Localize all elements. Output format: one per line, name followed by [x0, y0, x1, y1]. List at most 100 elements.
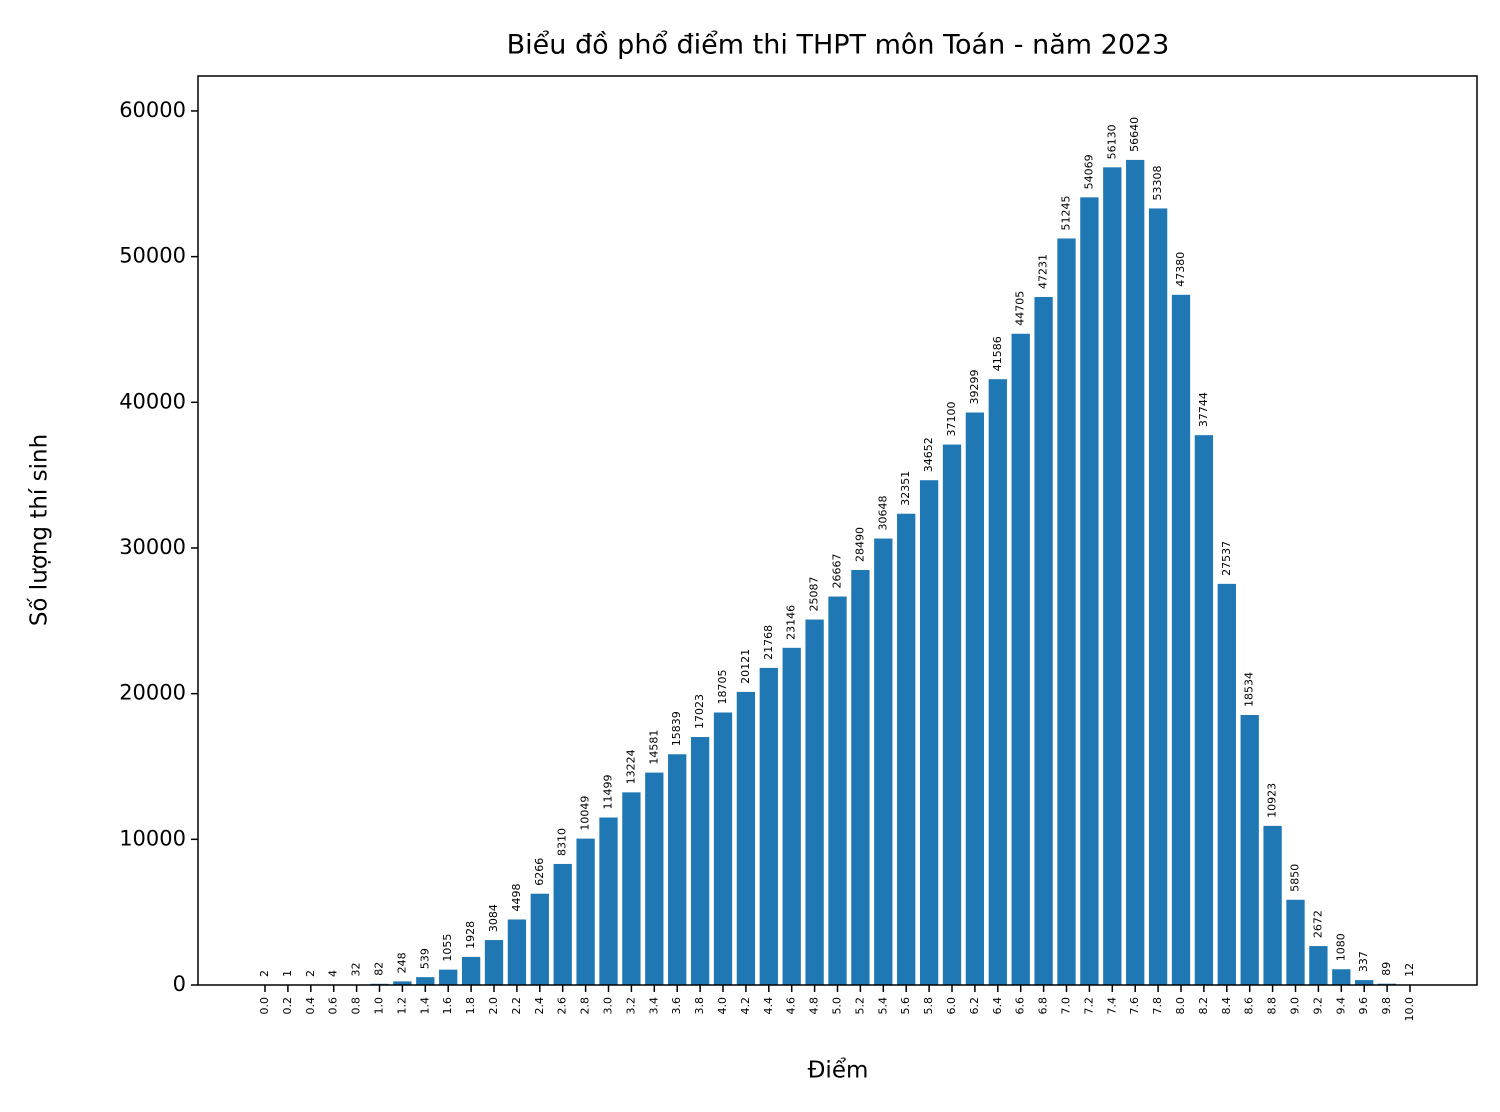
data-label: 14581	[647, 730, 660, 765]
data-label: 18705	[716, 670, 729, 705]
data-label: 53308	[1151, 165, 1164, 200]
x-tick-label: 5.4	[876, 997, 889, 1015]
data-label: 27537	[1220, 541, 1233, 576]
bar	[1103, 167, 1122, 985]
x-tick-label: 2.6	[556, 997, 569, 1015]
data-label: 17023	[693, 694, 706, 729]
bar	[1309, 946, 1328, 985]
bar	[416, 977, 435, 985]
data-label: 4	[327, 970, 340, 977]
data-label: 47380	[1174, 252, 1187, 287]
data-label: 3084	[487, 904, 500, 932]
bar	[1126, 159, 1145, 985]
y-tick-label: 30000	[119, 535, 186, 559]
data-label: 30648	[876, 496, 889, 531]
x-tick-label: 6.4	[991, 997, 1004, 1015]
x-tick-label: 1.0	[373, 997, 386, 1015]
bar	[736, 691, 756, 985]
x-tick-label: 8.8	[1266, 997, 1279, 1015]
bar	[782, 647, 801, 985]
x-axis-label: Điểm	[808, 1058, 869, 1084]
bar	[1148, 208, 1168, 985]
y-tick-label: 40000	[119, 389, 186, 413]
x-tick-label: 2.0	[487, 997, 500, 1015]
bar	[965, 412, 985, 985]
data-label: 1055	[441, 934, 454, 962]
data-label: 23146	[785, 605, 798, 640]
x-tick-label: 7.2	[1082, 997, 1095, 1015]
x-tick-label: 1.6	[441, 997, 454, 1015]
bar	[484, 940, 504, 985]
data-label: 32	[350, 963, 363, 977]
bar	[553, 863, 572, 985]
y-tick-label: 10000	[119, 826, 186, 850]
x-tick-label: 2.8	[579, 997, 592, 1015]
x-tick-label: 5.6	[899, 997, 912, 1015]
bar	[1332, 969, 1351, 985]
data-label: 37100	[945, 402, 958, 437]
x-tick-label: 3.6	[670, 997, 683, 1015]
data-label: 26667	[831, 554, 844, 589]
y-tick-label: 60000	[119, 98, 186, 122]
data-label: 1	[281, 970, 294, 977]
x-tick-label: 4.8	[808, 997, 821, 1015]
data-label: 82	[373, 962, 386, 976]
data-label: 54069	[1082, 154, 1095, 189]
bar	[988, 379, 1007, 985]
bar	[461, 956, 481, 985]
x-tick-label: 9.2	[1311, 997, 1324, 1015]
data-label: 4498	[510, 883, 523, 911]
data-label: 2	[304, 970, 317, 977]
bar	[1355, 980, 1374, 985]
bar	[1034, 296, 1053, 985]
x-tick-label: 4.4	[762, 997, 775, 1015]
bar	[1286, 899, 1305, 985]
data-label: 25087	[808, 577, 821, 612]
x-tick-label: 2.4	[533, 997, 546, 1015]
data-label: 37744	[1197, 392, 1210, 427]
bar	[897, 513, 916, 985]
data-label: 15839	[670, 711, 683, 746]
data-label: 28490	[853, 527, 866, 562]
data-label: 539	[418, 948, 431, 969]
bar	[1011, 333, 1030, 985]
bar	[1171, 294, 1191, 985]
bar	[1263, 825, 1282, 985]
x-tick-label: 6.6	[1014, 997, 1027, 1015]
x-tick-label: 2.2	[510, 997, 523, 1015]
bar	[645, 772, 664, 985]
data-label: 34652	[922, 437, 935, 472]
bar	[828, 596, 847, 985]
chart-title: Biểu đồ phổ điểm thi THPT môn Toán - năm…	[507, 30, 1170, 61]
bar	[1057, 238, 1076, 986]
x-tick-label: 4.2	[739, 997, 752, 1015]
data-label: 56130	[1105, 124, 1118, 159]
data-label: 1080	[1334, 933, 1347, 961]
x-tick-label: 3.8	[693, 997, 706, 1015]
x-tick-label: 5.8	[922, 997, 935, 1015]
data-label: 10923	[1266, 783, 1279, 818]
bar	[507, 919, 527, 985]
bar	[851, 569, 870, 985]
x-tick-label: 3.0	[602, 997, 615, 1015]
bar	[919, 480, 939, 985]
data-label: 21768	[762, 625, 775, 660]
bar	[690, 737, 710, 985]
x-tick-label: 4.0	[716, 997, 729, 1015]
x-tick-label: 10.0	[1403, 997, 1416, 1022]
data-label: 51245	[1060, 195, 1073, 230]
bar	[874, 538, 893, 985]
bar	[1240, 715, 1259, 985]
x-tick-label: 3.2	[624, 997, 637, 1015]
y-tick-label: 0	[173, 972, 186, 996]
bar	[393, 981, 412, 985]
data-label: 5850	[1289, 864, 1302, 892]
x-tick-label: 4.6	[785, 997, 798, 1015]
data-label: 41586	[991, 336, 1004, 371]
x-tick-label: 0.6	[327, 997, 340, 1015]
bar	[576, 838, 595, 985]
bar	[530, 893, 549, 985]
data-label: 56640	[1128, 117, 1141, 152]
x-tick-label: 5.0	[831, 997, 844, 1015]
